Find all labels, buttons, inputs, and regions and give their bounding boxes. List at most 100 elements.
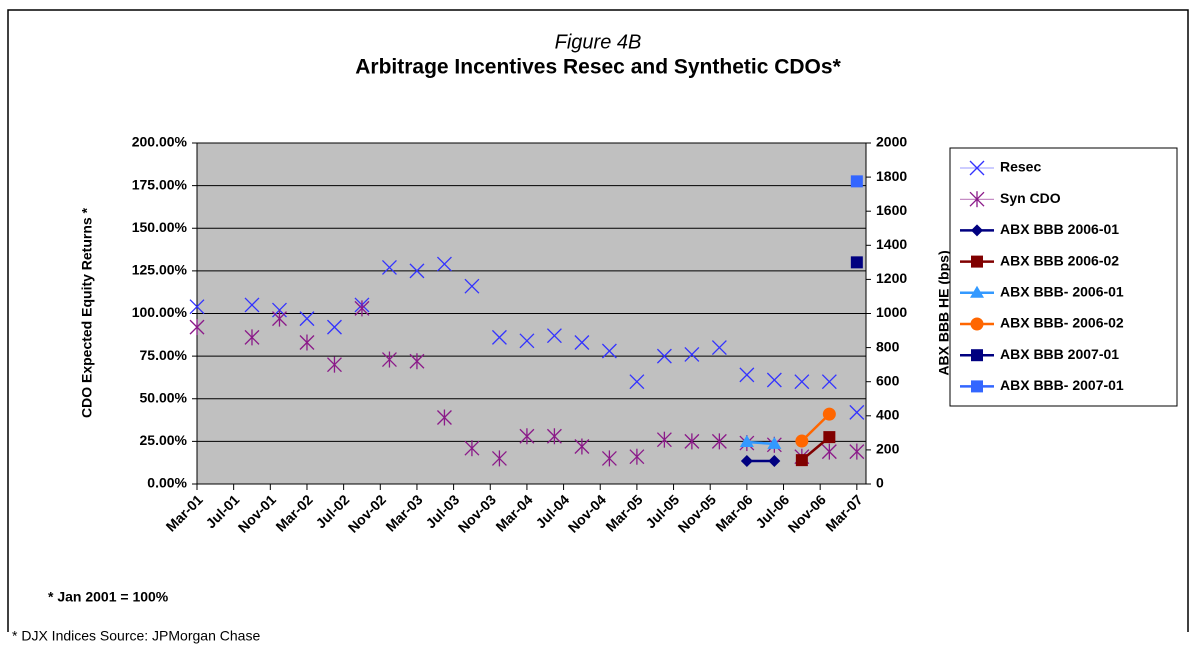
marker	[971, 255, 983, 268]
marker	[795, 434, 809, 448]
legend-label: Resec	[1000, 159, 1041, 175]
marker	[766, 372, 782, 388]
y-tick-label: 25.00%	[140, 432, 188, 448]
marker	[436, 256, 452, 272]
x-tick-label: Mar-06	[712, 491, 755, 534]
marker	[629, 448, 645, 465]
marker-shape	[971, 349, 983, 362]
x-tick-label: Nov-06	[785, 491, 829, 535]
marker	[656, 431, 672, 448]
marker-stroke	[739, 367, 755, 383]
x-tick-label: Nov-05	[675, 491, 719, 535]
y2-tick-label: 1000	[876, 304, 907, 320]
marker	[244, 329, 260, 346]
marker-shape	[795, 434, 809, 448]
marker-shape	[971, 224, 983, 237]
marker-shape	[768, 454, 781, 467]
y-tick-label: 125.00%	[132, 262, 188, 278]
marker	[739, 435, 754, 448]
marker	[327, 356, 342, 373]
marker-stroke	[381, 260, 397, 275]
marker-stroke	[766, 372, 782, 388]
marker	[601, 343, 617, 359]
marker-shape	[767, 436, 782, 449]
marker-shape	[970, 285, 984, 298]
chart-title: Arbitrage Incentives Resec and Synthetic…	[355, 56, 841, 79]
legend-label: ABX BBB- 2006-02	[1000, 315, 1124, 331]
marker	[767, 436, 782, 449]
marker	[244, 297, 260, 313]
marker-shape	[850, 256, 863, 269]
x-tick-label: Mar-05	[602, 491, 645, 534]
marker	[519, 333, 535, 349]
marker	[711, 340, 727, 356]
marker-stroke	[491, 329, 507, 345]
marker	[969, 191, 985, 208]
marker	[849, 443, 865, 460]
marker-shape	[739, 435, 754, 448]
marker-stroke	[656, 348, 672, 364]
marker	[850, 175, 863, 188]
y2-tick-label: 600	[876, 372, 900, 388]
marker-stroke	[546, 328, 562, 344]
marker	[684, 346, 700, 362]
marker	[519, 428, 535, 445]
marker-stroke	[327, 319, 342, 335]
marker-stroke	[629, 374, 645, 390]
y2-tick-label: 0	[876, 475, 884, 491]
x-tick-label: Nov-03	[455, 491, 499, 535]
marker	[491, 329, 507, 345]
marker	[656, 348, 672, 364]
marker	[971, 224, 983, 237]
marker	[546, 328, 562, 344]
marker	[821, 443, 837, 460]
marker-stroke	[969, 160, 985, 176]
marker	[299, 334, 315, 351]
marker-shape	[970, 317, 984, 331]
marker-shape	[971, 380, 983, 393]
marker	[409, 353, 425, 370]
x-tick-label: Mar-02	[272, 491, 315, 534]
series-segment	[746, 440, 775, 446]
x-tick-label: Mar-07	[822, 491, 865, 534]
marker	[464, 278, 480, 294]
legend-label: ABX BBB- 2007-01	[1000, 377, 1124, 393]
marker	[971, 349, 983, 362]
x-tick-label: Mar-03	[382, 491, 425, 534]
marker	[299, 311, 315, 327]
legend-label: Syn CDO	[1000, 190, 1061, 206]
marker	[850, 256, 863, 269]
y-axis-label: CDO Expected Equity Returns *	[79, 207, 95, 418]
marker	[794, 374, 810, 390]
marker	[768, 454, 781, 467]
marker	[821, 374, 837, 390]
marker	[970, 285, 984, 298]
marker	[969, 160, 985, 176]
marker	[189, 299, 205, 315]
x-tick-label: Mar-04	[492, 491, 535, 534]
x-tick-label: Nov-01	[235, 491, 279, 535]
y-tick-label: 0.00%	[147, 475, 187, 491]
marker	[822, 407, 836, 421]
plot-border	[196, 142, 867, 485]
x-tick-label: Nov-02	[345, 491, 389, 535]
x-tick-label: Nov-04	[565, 491, 609, 535]
legend-label: ABX BBB 2006-01	[1000, 221, 1119, 237]
marker	[464, 440, 480, 457]
marker-stroke	[244, 297, 260, 313]
y-tick-label: 200.00%	[132, 134, 188, 150]
y-tick-label: 50.00%	[140, 389, 188, 405]
marker	[491, 450, 507, 467]
marker-stroke	[299, 311, 315, 327]
marker-stroke	[519, 333, 535, 349]
marker-stroke	[684, 346, 700, 362]
x-tick-label: Mar-01	[163, 491, 206, 534]
marker	[970, 317, 984, 331]
marker-shape	[971, 255, 983, 268]
marker-shape	[850, 175, 863, 188]
figure-label: Figure 4B	[555, 31, 642, 53]
y-tick-label: 100.00%	[132, 304, 188, 320]
y2-tick-label: 1200	[876, 270, 907, 286]
marker	[711, 433, 727, 450]
marker-shape	[740, 454, 753, 467]
